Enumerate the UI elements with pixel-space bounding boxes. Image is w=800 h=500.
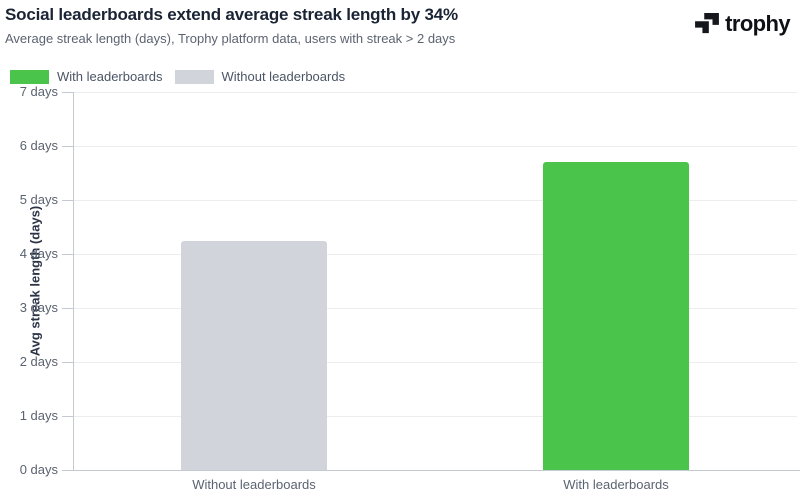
page-subtitle: Average streak length (days), Trophy pla… bbox=[5, 31, 456, 46]
y-tick-label: 1 days bbox=[19, 408, 58, 423]
legend-swatch-gray bbox=[174, 69, 214, 84]
y-tick-mark bbox=[62, 92, 73, 93]
y-tick-mark bbox=[62, 254, 73, 255]
page-title: Social leaderboards extend average strea… bbox=[5, 5, 458, 24]
y-tick-mark bbox=[62, 362, 73, 363]
x-category-label: With leaderboards bbox=[563, 477, 669, 492]
y-axis-title: Avg streak length (days) bbox=[27, 205, 43, 357]
y-tick-mark bbox=[62, 146, 73, 147]
gridline bbox=[73, 308, 797, 309]
legend-label: Without leaderboards bbox=[221, 69, 346, 84]
gridline bbox=[73, 146, 797, 147]
legend-swatch-green bbox=[10, 69, 49, 84]
gridline bbox=[73, 92, 797, 93]
y-tick-label: 3 days bbox=[19, 300, 58, 315]
y-axis-line bbox=[73, 92, 74, 470]
y-tick-label: 4 days bbox=[19, 246, 58, 261]
x-axis-line bbox=[62, 470, 800, 471]
legend-item-with-leaderboards: With leaderboards bbox=[10, 69, 163, 84]
gridline bbox=[73, 416, 797, 417]
legend-label: With leaderboards bbox=[57, 69, 163, 84]
bar-with-leaderboards bbox=[543, 162, 689, 470]
y-tick-label: 5 days bbox=[19, 192, 58, 207]
bar-without-leaderboards bbox=[181, 240, 327, 470]
trophy-logo: trophy bbox=[695, 11, 791, 37]
y-tick-label: 6 days bbox=[19, 138, 58, 153]
chart-legend: With leaderboards Without leaderboards bbox=[10, 69, 345, 84]
y-tick-mark bbox=[62, 308, 73, 309]
gridline bbox=[73, 362, 797, 363]
trophy-logo-text: trophy bbox=[725, 11, 790, 36]
gridline bbox=[73, 200, 797, 201]
y-tick-mark bbox=[62, 200, 73, 201]
gridline bbox=[73, 254, 797, 255]
y-tick-label: 2 days bbox=[19, 354, 58, 369]
trophy-logo-icon bbox=[695, 13, 720, 35]
y-tick-label: 0 days bbox=[19, 462, 58, 477]
legend-item-without-leaderboards: Without leaderboards bbox=[174, 69, 346, 84]
y-tick-mark bbox=[62, 416, 73, 417]
y-tick-label: 7 days bbox=[19, 84, 58, 99]
x-category-label: Without leaderboards bbox=[192, 477, 316, 492]
